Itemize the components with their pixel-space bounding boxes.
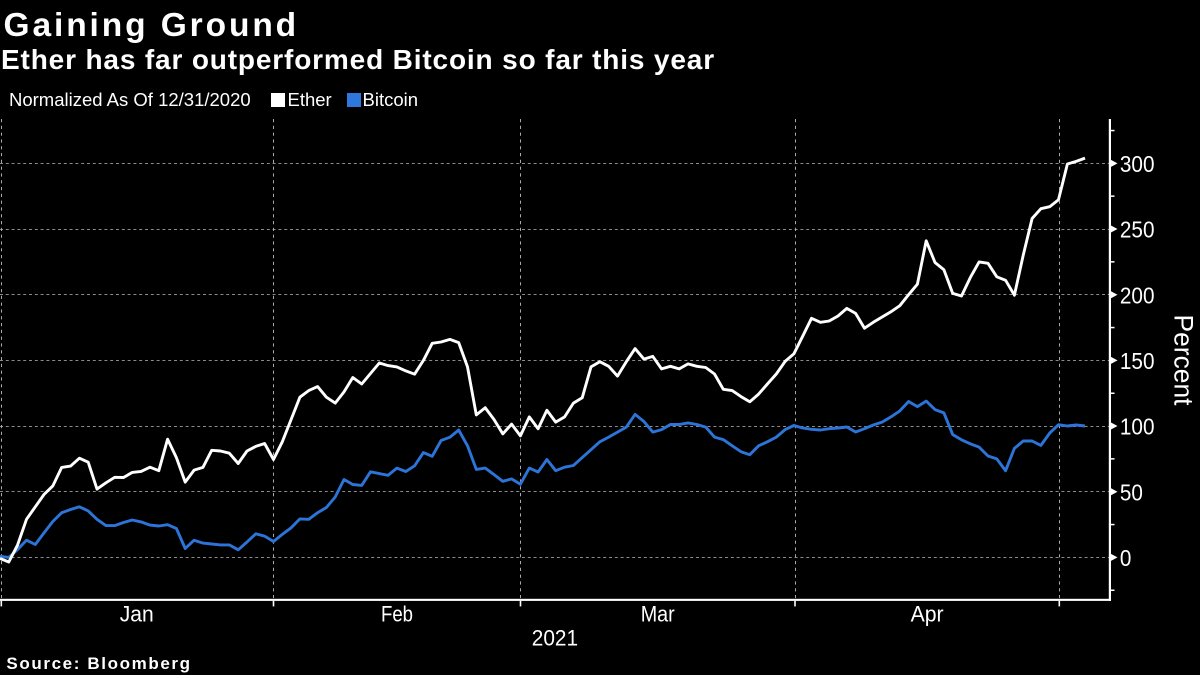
svg-text:2021: 2021 (532, 626, 578, 651)
svg-text:0: 0 (1120, 545, 1132, 571)
svg-text:300: 300 (1120, 151, 1155, 177)
svg-text:Mar: Mar (641, 601, 675, 626)
svg-text:200: 200 (1120, 282, 1155, 308)
svg-text:Apr: Apr (911, 601, 944, 626)
svg-text:150: 150 (1120, 348, 1155, 374)
svg-text:Percent: Percent (1169, 315, 1199, 406)
svg-text:50: 50 (1120, 479, 1143, 505)
svg-text:100: 100 (1120, 414, 1155, 440)
svg-text:250: 250 (1120, 217, 1155, 243)
svg-text:Jan: Jan (120, 601, 154, 626)
svg-text:Feb: Feb (381, 601, 413, 626)
